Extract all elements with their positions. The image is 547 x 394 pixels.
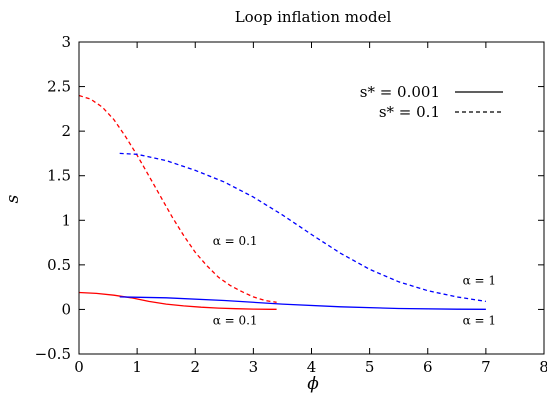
x-tick-label: 5 xyxy=(365,358,375,376)
x-tick-label: 7 xyxy=(481,358,491,376)
plot-series xyxy=(78,94,486,310)
x-axis-label: ϕ xyxy=(307,374,319,394)
y-tick-label: 0 xyxy=(61,300,71,318)
series-line-3 xyxy=(119,296,486,310)
x-tick-label: 6 xyxy=(423,358,433,376)
x-tick-label: 3 xyxy=(249,358,259,376)
curve-annotation: α = 0.1 xyxy=(213,314,258,328)
y-axis-label: s xyxy=(3,194,23,203)
y-tick-label: 0.5 xyxy=(47,256,71,274)
legend: s* = 0.001 s* = 0.1 xyxy=(360,83,503,121)
y-tick-label: 1.5 xyxy=(47,167,71,185)
x-tick-label: 2 xyxy=(190,358,200,376)
y-tick-label: −0.5 xyxy=(35,345,71,363)
y-tick-label: 1 xyxy=(61,211,71,229)
x-tick-label: 1 xyxy=(132,358,142,376)
plot-frame xyxy=(78,41,545,355)
curve-annotation: α = 1 xyxy=(463,273,496,287)
x-tick-label: 8 xyxy=(539,358,547,376)
annotations: α = 0.1 α = 0.1 α = 1 α = 1 xyxy=(213,234,496,327)
series-line-4 xyxy=(119,152,486,303)
y-tick-label: 2 xyxy=(61,122,71,140)
x-tick-label: 4 xyxy=(307,358,317,376)
y-tick-label: 2.5 xyxy=(47,78,71,96)
y-tick-label: 3 xyxy=(61,33,71,51)
chart-title: Loop inflation model xyxy=(235,8,392,26)
legend-label: s* = 0.001 xyxy=(360,83,440,101)
series-line-2 xyxy=(78,94,277,303)
legend-label: s* = 0.1 xyxy=(379,103,440,121)
curve-annotation: α = 1 xyxy=(463,314,496,328)
x-tick-label: 0 xyxy=(74,358,84,376)
curve-annotation: α = 0.1 xyxy=(213,234,258,248)
series-line-1 xyxy=(78,291,277,310)
axes: 0 1 2 3 4 5 6 7 8−0.500.511.522.53 xyxy=(35,33,547,376)
